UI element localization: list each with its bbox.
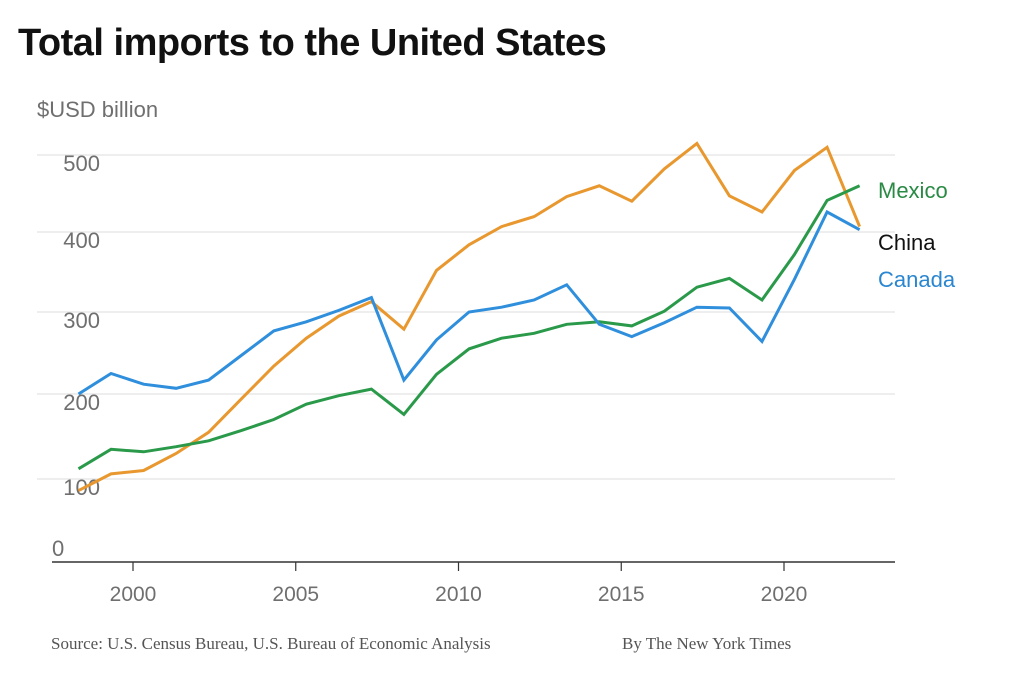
y-tick-label: 300 (63, 308, 100, 333)
x-tick-label: 2010 (435, 583, 482, 606)
y-tick-label: 200 (63, 390, 100, 415)
x-tick-labels: 2000 2005 2010 2015 2020 (110, 583, 808, 606)
series-line-canada (77, 209, 861, 396)
series-label-mexico: Mexico (878, 178, 948, 203)
y-tick-label: 0 (52, 536, 64, 561)
x-tick-label: 2020 (761, 583, 808, 606)
x-tick-label: 2005 (272, 583, 319, 606)
series-lines (77, 141, 861, 492)
series-label-china: China (878, 230, 936, 255)
chart-title: Total imports to the United States (18, 22, 607, 64)
x-tick-label: 2000 (110, 583, 157, 606)
source-note: Source: U.S. Census Bureau, U.S. Bureau … (51, 634, 491, 653)
x-tick-label: 2015 (598, 583, 645, 606)
x-axis (52, 561, 895, 571)
y-axis-unit-label: $USD billion (37, 97, 159, 122)
series-label-canada: Canada (878, 267, 956, 292)
y-tick-label: 500 (63, 151, 100, 176)
series-labels: China Mexico Canada (878, 178, 956, 292)
gridlines (37, 154, 895, 480)
series-line-mexico (77, 184, 861, 471)
credit-note: By The New York Times (622, 634, 792, 653)
series-line-china (77, 141, 861, 492)
y-tick-label: 400 (63, 228, 100, 253)
